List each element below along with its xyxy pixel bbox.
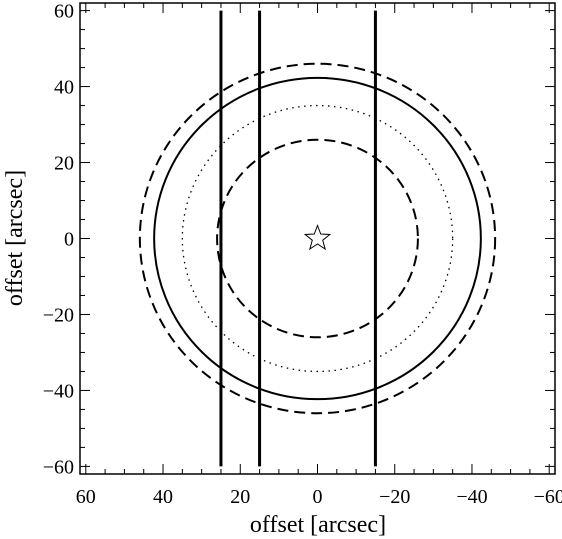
y-tick-label: 0 xyxy=(64,229,74,251)
star-marker xyxy=(303,224,332,251)
y-tick-label: −60 xyxy=(43,456,74,478)
x-tick-label: −60 xyxy=(534,486,562,508)
y-tick-label: 60 xyxy=(54,1,74,23)
y-tick-label: −40 xyxy=(43,380,74,402)
x-tick-label: 40 xyxy=(153,486,173,508)
x-tick-label: 0 xyxy=(313,486,323,508)
x-tick-label: −20 xyxy=(379,486,410,508)
x-tick-label: 20 xyxy=(230,486,250,508)
x-tick-label: 60 xyxy=(76,486,96,508)
y-tick-label: 20 xyxy=(54,153,74,175)
x-axis-label: offset [arcsec] xyxy=(250,512,386,538)
circle-solid xyxy=(153,76,482,401)
y-tick-label: −20 xyxy=(43,304,74,326)
circle-dashed xyxy=(216,138,419,339)
y-axis-label: offset [arcsec] xyxy=(2,170,28,306)
y-tick-label: 40 xyxy=(54,77,74,99)
circle-dotted xyxy=(181,104,454,373)
circle-dashed xyxy=(138,62,497,415)
x-tick-label: −40 xyxy=(456,486,487,508)
